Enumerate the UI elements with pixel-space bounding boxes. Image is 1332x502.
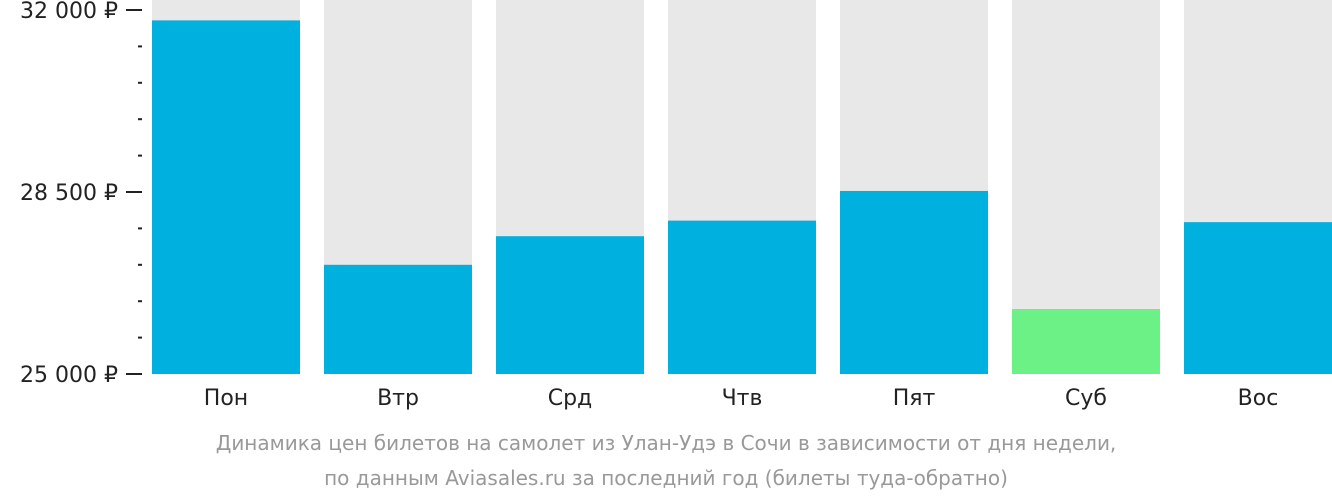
bars	[152, 20, 1332, 375]
y-axis: 25 000 ₽ 28 500 ₽ 32 000 ₽	[20, 0, 142, 388]
x-tick-label: Суб	[1065, 386, 1107, 411]
bar-7	[1184, 222, 1332, 374]
caption-line-1: Динамика цен билетов на самолет из Улан-…	[215, 431, 1117, 455]
x-tick-label: Срд	[548, 386, 593, 411]
bar-4	[668, 220, 816, 374]
bar-6	[1012, 309, 1160, 374]
x-tick-label: Чтв	[722, 386, 763, 411]
y-tick-label: 32 000 ₽	[20, 0, 118, 24]
bar-3	[496, 236, 644, 374]
x-axis-labels: Пон Втр Срд Чтв Пят Суб Вос	[204, 386, 1279, 411]
bar-1	[152, 20, 300, 375]
chart-caption: Динамика цен билетов на самолет из Улан-…	[0, 426, 1332, 496]
bar-2	[324, 264, 472, 374]
bar-5	[840, 190, 988, 374]
x-tick-label: Пон	[204, 386, 248, 411]
x-tick-label: Пят	[893, 386, 936, 411]
caption-line-2: по данным Aviasales.ru за последний год …	[324, 466, 1008, 490]
x-tick-label: Вос	[1238, 386, 1279, 411]
x-tick-label: Втр	[377, 386, 419, 411]
y-tick-label: 28 500 ₽	[20, 181, 118, 206]
y-tick-label: 25 000 ₽	[20, 363, 118, 388]
